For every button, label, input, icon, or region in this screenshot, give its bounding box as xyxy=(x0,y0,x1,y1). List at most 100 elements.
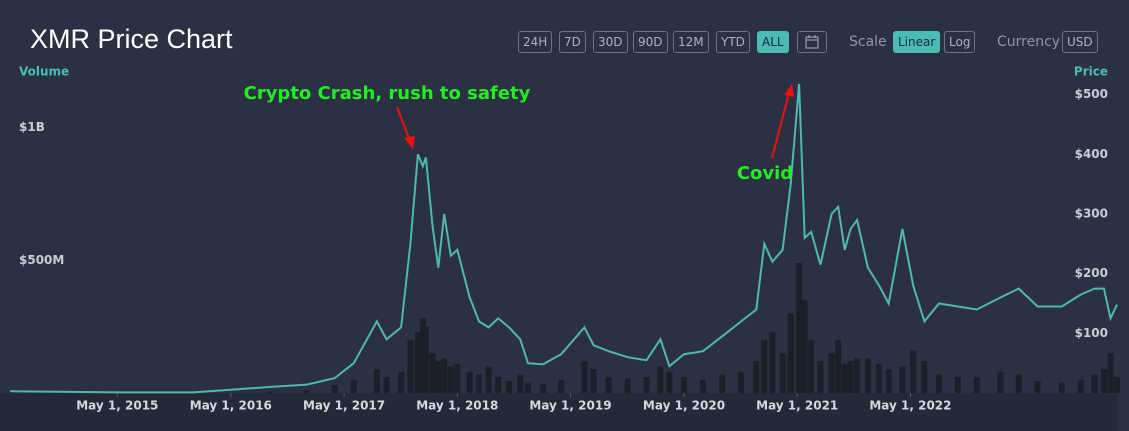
volume-bar xyxy=(1107,353,1114,393)
volume-bar xyxy=(495,377,502,393)
volume-bar xyxy=(935,374,942,393)
volume-bar xyxy=(1058,382,1065,393)
volume-bar xyxy=(558,379,565,393)
volume-bar xyxy=(517,374,524,393)
range-button[interactable]: 90D xyxy=(633,31,668,53)
annotation-arrow xyxy=(771,92,790,159)
y2-tick-label: $100 xyxy=(1075,326,1108,340)
volume-bar xyxy=(738,371,745,393)
volume-bar xyxy=(973,377,980,393)
volume-bar xyxy=(719,374,726,393)
x-tick-label: May 1, 2015 xyxy=(76,399,158,413)
volume-bar xyxy=(414,331,421,393)
volume-bar xyxy=(643,377,650,393)
volume-bar xyxy=(303,390,310,393)
volume-bar xyxy=(590,369,597,393)
volume-bar xyxy=(350,379,357,393)
plot xyxy=(7,83,1120,397)
volume-bar xyxy=(801,300,808,393)
y2-tick-label: $200 xyxy=(1075,266,1108,280)
x-tick-label: May 1, 2019 xyxy=(529,399,611,413)
annotation: Covid xyxy=(737,163,793,184)
volume-bar xyxy=(835,339,842,393)
volume-bar xyxy=(398,371,405,393)
volume-bar xyxy=(1015,374,1022,393)
volume-bar xyxy=(828,353,835,393)
y2-tick-label: $500 xyxy=(1075,87,1108,101)
volume-bar xyxy=(429,353,436,393)
volume-bar xyxy=(581,361,588,393)
range-button[interactable]: YTD xyxy=(716,31,750,53)
volume-bar xyxy=(753,361,760,393)
range-button[interactable]: 12M xyxy=(673,31,709,53)
volume-bar xyxy=(997,371,1004,393)
volume-bar xyxy=(624,378,631,393)
volume-bar xyxy=(1100,369,1107,393)
volume-bar xyxy=(475,374,482,393)
range-button[interactable]: 24H xyxy=(518,31,553,53)
volume-bar xyxy=(910,350,917,393)
range-button[interactable]: 30D xyxy=(593,31,628,53)
currency-button[interactable]: USD xyxy=(1062,31,1098,53)
y-tick-label: $500M xyxy=(19,253,64,267)
x-tick-label: May 1, 2021 xyxy=(756,399,838,413)
volume-bar xyxy=(435,361,442,393)
volume-bar xyxy=(1077,379,1084,393)
volume-bar xyxy=(769,331,776,393)
volume-bar xyxy=(699,379,706,393)
volume-bar xyxy=(447,366,454,393)
volume-bar xyxy=(466,371,473,393)
volume-bar xyxy=(454,363,461,393)
scale-button[interactable]: Log xyxy=(944,31,976,53)
volume-bar xyxy=(666,371,673,393)
y2-axis-title: Price xyxy=(1074,65,1108,79)
volume-bar xyxy=(657,366,664,393)
range-button[interactable]: 7D xyxy=(559,31,586,53)
annotation-arrowhead xyxy=(784,84,794,97)
volume-bar xyxy=(422,326,429,393)
volume-bar xyxy=(761,339,768,393)
price-line xyxy=(9,83,1118,394)
volume-bar xyxy=(854,358,861,393)
volume-bar xyxy=(605,377,612,393)
volume-bar xyxy=(681,377,688,393)
volume-bar xyxy=(876,363,883,393)
scale-label: Scale xyxy=(849,34,887,50)
volume-bar xyxy=(506,381,513,393)
range-button[interactable]: ALL xyxy=(757,31,789,53)
volume-bar xyxy=(885,369,892,393)
y2-tick-label: $400 xyxy=(1075,147,1108,161)
volume-bar xyxy=(331,385,338,393)
volume-bar xyxy=(539,383,546,393)
x-tick-label: May 1, 2017 xyxy=(303,399,385,413)
volume-bar xyxy=(787,313,794,393)
volume-bar xyxy=(841,363,848,393)
volume-bar xyxy=(1091,374,1098,393)
calendar-icon xyxy=(805,35,819,49)
volume-bar xyxy=(864,358,871,393)
volume-bar xyxy=(921,361,928,393)
volume-bar xyxy=(7,392,13,393)
volume-bar xyxy=(441,358,448,393)
x-tick-label: May 1, 2016 xyxy=(190,399,272,413)
volume-bar xyxy=(954,377,961,393)
volume-bar xyxy=(265,391,272,393)
annotation: Crypto Crash, rush to safety xyxy=(244,83,531,104)
y2-tick-label: $300 xyxy=(1075,207,1108,221)
volume-bar xyxy=(419,318,426,393)
volume-bar xyxy=(485,366,492,393)
calendar-button[interactable] xyxy=(797,31,827,53)
scale-button[interactable]: Linear xyxy=(893,31,941,53)
page-title: XMR Price Chart xyxy=(30,24,233,54)
y-axis-title: Volume xyxy=(19,65,69,79)
x-tick-label: May 1, 2022 xyxy=(869,399,951,413)
volume-bar xyxy=(808,339,815,393)
currency-label: Currency xyxy=(997,34,1061,50)
volume-bar xyxy=(1114,377,1120,393)
x-axis-band xyxy=(0,393,1117,431)
volume-bar xyxy=(407,339,414,393)
x-tick-label: May 1, 2020 xyxy=(643,399,725,413)
annotation-arrow xyxy=(396,106,411,142)
